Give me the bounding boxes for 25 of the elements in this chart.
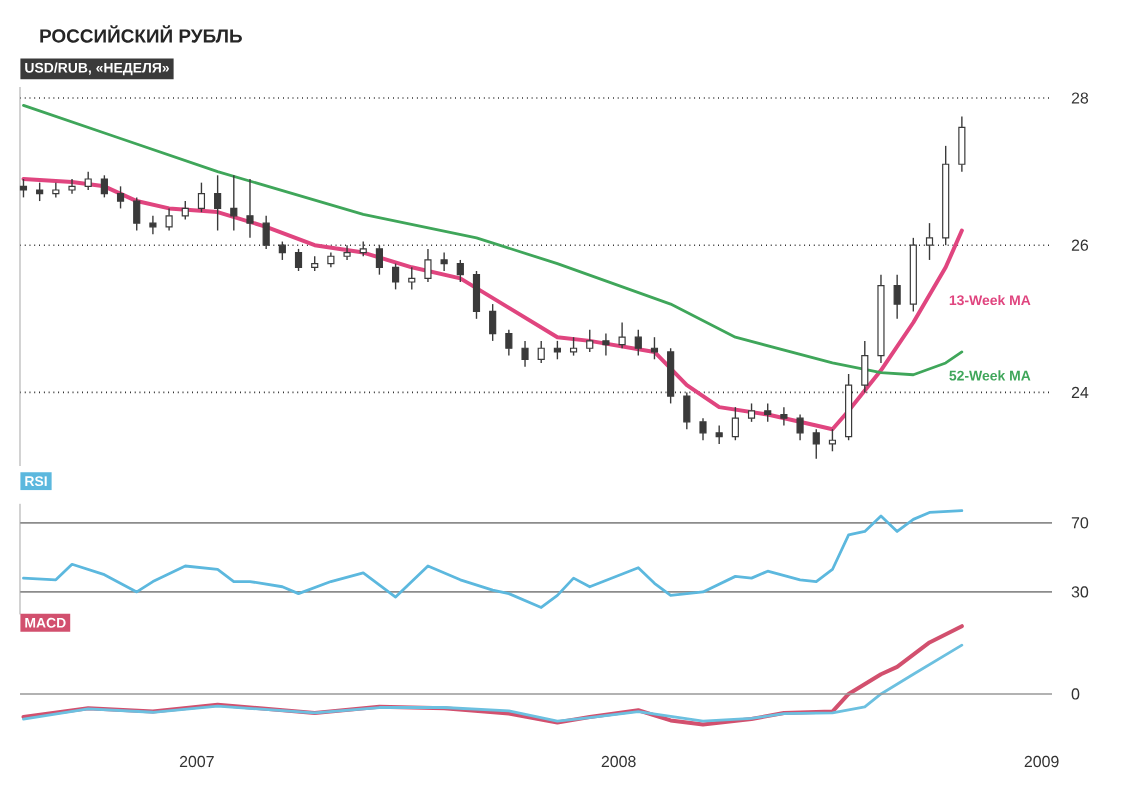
candlestick [165, 207, 173, 232]
candlestick [877, 273, 885, 364]
candlestick [893, 273, 901, 320]
candlestick [699, 417, 707, 441]
candlestick [246, 178, 254, 239]
candlestick [796, 413, 804, 441]
candlestick [521, 340, 529, 368]
candlestick [602, 332, 610, 357]
candlestick [68, 178, 76, 195]
chart-title: РОССИЙСКИЙ РУБЛЬ [40, 25, 242, 43]
candlestick [214, 174, 222, 232]
candlestick [780, 406, 788, 427]
candlestick [327, 251, 335, 268]
candlestick [715, 424, 723, 445]
candlestick [683, 391, 691, 430]
candlestick [505, 329, 513, 357]
candlestick [262, 215, 270, 250]
candlestick [230, 174, 238, 232]
candlestick [618, 321, 626, 349]
candlestick [343, 244, 351, 261]
candlestick [440, 251, 448, 272]
candlestick [149, 215, 157, 235]
candlestick [52, 181, 60, 199]
candlestick [424, 248, 432, 283]
candlestick [958, 115, 966, 173]
